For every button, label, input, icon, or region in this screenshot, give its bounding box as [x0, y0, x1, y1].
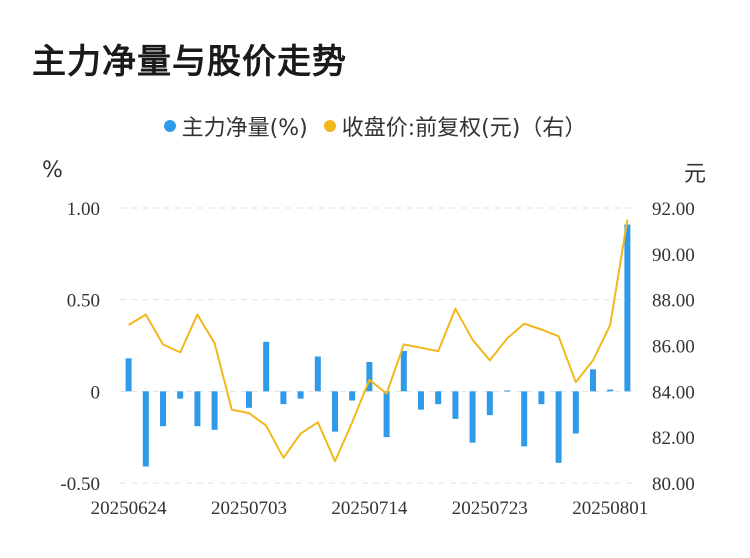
net-volume-bar [383, 391, 390, 438]
legend-item-net-volume[interactable]: 主力净量(%) [163, 110, 308, 142]
net-volume-bar [332, 391, 338, 432]
legend-dot-yellow [323, 120, 336, 132]
x-tick-label: 20250801 [572, 498, 648, 519]
y-left-tick-label: -0.50 [60, 474, 100, 495]
net-volume-bar [194, 391, 201, 427]
right-axis-unit: 元 [684, 162, 707, 187]
x-tick-label: 20250723 [452, 498, 528, 519]
legend-label-close-price: 收盘价:前复权(元)（右） [341, 116, 587, 141]
net-volume-bar [246, 391, 252, 408]
y-right-tick-label: 88.00 [652, 291, 695, 312]
net-volume-bar [555, 391, 562, 463]
y-left-tick-label: 0.50 [67, 291, 100, 312]
left-axis-unit: % [42, 158, 63, 183]
net-volume-bar [452, 391, 459, 419]
net-volume-bar [125, 358, 132, 392]
net-volume-bar [314, 356, 321, 392]
net-volume-bar [486, 391, 493, 416]
y-right-tick-label: 82.00 [652, 428, 695, 449]
net-volume-bar [624, 224, 631, 392]
legend: 主力净量(%) 收盘价:前复权(元)（右） [0, 110, 750, 142]
x-tick-label: 20250703 [211, 498, 287, 519]
net-volume-bar [572, 391, 579, 434]
net-volume-bar [469, 391, 476, 443]
net-volume-bar [504, 390, 510, 392]
net-volume-bar [590, 369, 596, 392]
net-volume-bar [263, 341, 270, 392]
net-volume-bar [521, 391, 528, 447]
legend-item-close-price[interactable]: 收盘价:前复权(元)（右） [323, 110, 587, 142]
y-right-tick-label: 90.00 [652, 245, 695, 266]
net-volume-bar [538, 391, 545, 405]
net-volume-bar [297, 391, 304, 399]
y-left-tick-label: 0 [91, 382, 101, 403]
net-volume-bar [280, 391, 287, 405]
net-volume-bar [418, 391, 424, 410]
x-tick-label: 20250714 [331, 498, 408, 519]
net-volume-bar [142, 391, 149, 467]
net-volume-bar [435, 391, 442, 405]
net-volume-bar [160, 391, 166, 427]
y-right-tick-label: 92.00 [652, 199, 695, 220]
close-price-line [128, 219, 629, 463]
legend-label-net-volume: 主力净量(%) [181, 116, 308, 141]
net-volume-bar [400, 351, 407, 392]
y-right-tick-label: 80.00 [652, 474, 695, 495]
legend-dot-blue [163, 120, 176, 132]
chart-title: 主力净量与股价走势 [32, 42, 347, 82]
net-volume-bar [177, 391, 184, 399]
y-left-tick-label: 1.00 [67, 199, 100, 220]
x-tick-label: 20250624 [91, 498, 168, 519]
net-volume-bar [349, 391, 356, 401]
y-right-tick-label: 86.00 [652, 337, 695, 358]
y-right-tick-label: 84.00 [652, 382, 695, 403]
net-volume-bar [607, 389, 614, 392]
net-volume-bar [211, 391, 218, 430]
net-volume-bar [366, 362, 373, 392]
